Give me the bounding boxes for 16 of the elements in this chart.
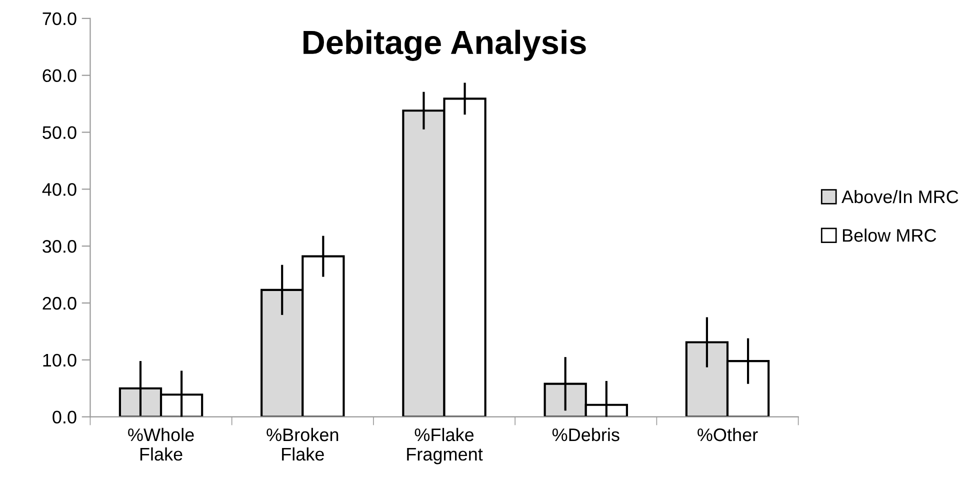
- y-tick-label: 50.0: [42, 126, 76, 139]
- x-tick-label: %Broken Flake: [266, 428, 338, 461]
- y-tick-label: 40.0: [42, 183, 76, 196]
- y-tick-label: 10.0: [43, 354, 76, 367]
- legend-label: Above/In MRC: [842, 190, 958, 204]
- y-tick-label: 70.0: [42, 12, 76, 26]
- x-tick-label: %Flake Fragment: [407, 428, 483, 464]
- y-tick-label: 60.0: [42, 69, 76, 82]
- y-tick-label: 0.0: [52, 410, 76, 424]
- x-tick-label: %Whole Flake: [128, 428, 194, 461]
- legend-label: Below MRC: [842, 228, 936, 242]
- y-tick-label: 20.0: [42, 296, 76, 310]
- x-tick-label: %Debris: [552, 428, 620, 442]
- y-tick-label: 30.0: [42, 240, 76, 253]
- chart-title: Debitage Analysis: [304, 30, 586, 61]
- x-tick-label: %Other: [698, 428, 758, 442]
